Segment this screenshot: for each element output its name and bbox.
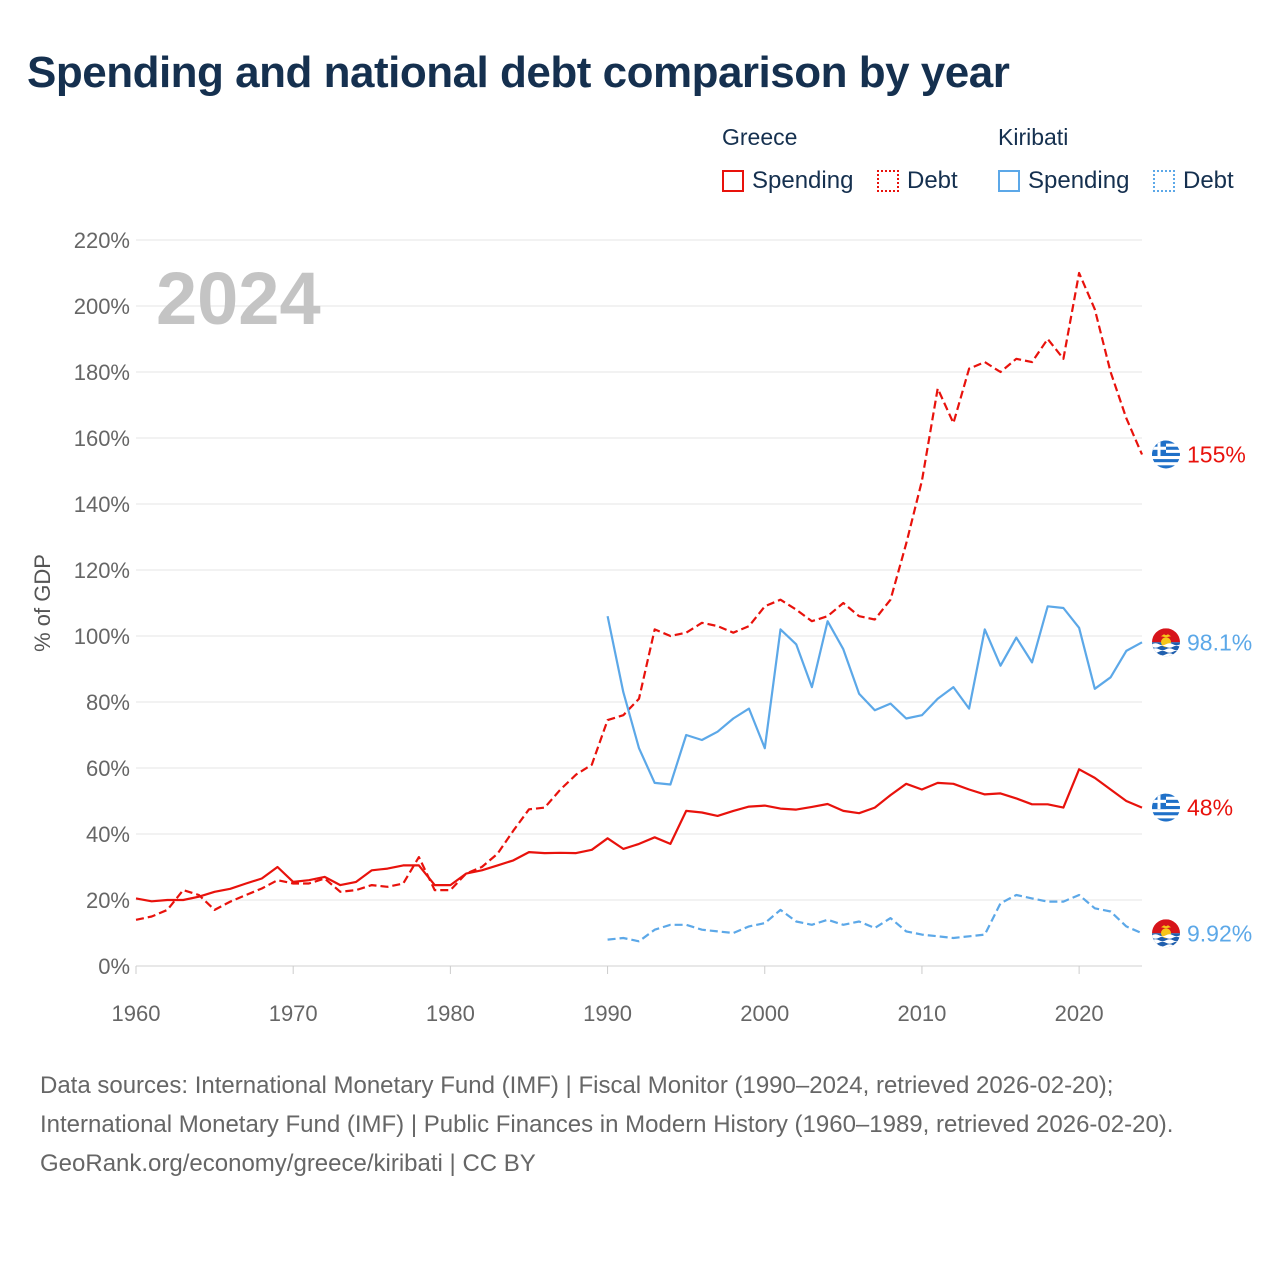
x-tick-label: 1970: [269, 1001, 318, 1026]
series-line-greece-debt: [135, 271, 1144, 921]
year-watermark: 2024: [156, 257, 321, 340]
legend-item-kiribati-debt[interactable]: Debt: [1153, 166, 1234, 196]
footer: Data sources: International Monetary Fun…: [40, 1066, 1240, 1183]
x-tick-label: 2000: [740, 1001, 789, 1026]
legend-item-greece-spending[interactable]: Spending: [722, 166, 853, 196]
y-tick-label: 120%: [74, 558, 130, 583]
y-tick-label: 40%: [86, 822, 130, 847]
legend-label: Spending: [752, 167, 854, 194]
legend-swatch-solid: [722, 170, 744, 192]
y-tick-label: 180%: [74, 360, 130, 385]
y-tick-label: 80%: [86, 690, 130, 715]
end-value-label: 9.92%: [1187, 920, 1252, 946]
legend-swatch-solid: [998, 170, 1020, 192]
kiribati-flag-icon: [1152, 919, 1180, 949]
legend-group-kiribati: Kiribati: [998, 124, 1069, 150]
x-tick-label: 1960: [112, 1001, 161, 1026]
y-tick-label: 20%: [86, 888, 130, 913]
legend-label: Debt: [907, 167, 958, 194]
series-lines: [135, 271, 1144, 943]
end-value-label: 98.1%: [1187, 629, 1252, 655]
line-chart: 0% 20% 40% 60% 80% 100% 120% 140% 160% 180% 200% 22…: [30, 228, 1252, 1026]
legend-label: Debt: [1183, 167, 1234, 194]
x-tick-label: 1980: [426, 1001, 475, 1026]
legend-group-greece: Greece: [722, 124, 798, 150]
legend-item-kiribati-spending[interactable]: Spending: [998, 166, 1129, 196]
chart-title: Spending and national debt comparison by…: [27, 48, 1010, 97]
y-tick-label: 60%: [86, 756, 130, 781]
series-line-greece-spending: [135, 768, 1143, 903]
x-axis-ticks: 1960 1970 1980 1990 2000 2010 2020: [112, 966, 1104, 1026]
end-labels: 48% 155% 98.1% 9.92%: [1152, 441, 1252, 949]
legend-swatch-dotted: [877, 170, 899, 192]
series-line-kiribati-spending: [606, 605, 1143, 786]
gridlines: [136, 239, 1142, 967]
x-tick-label: 2020: [1055, 1001, 1104, 1026]
kiribati-flag-icon: [1152, 628, 1180, 658]
y-tick-label: 160%: [74, 426, 130, 451]
y-tick-label: 220%: [74, 228, 130, 253]
y-tick-label: 100%: [74, 624, 130, 649]
y-axis-label: % of GDP: [30, 554, 55, 652]
y-tick-label: 200%: [74, 294, 130, 319]
y-tick-label: 0%: [98, 954, 130, 979]
legend-swatch-dotted: [1153, 170, 1175, 192]
legend-label: Spending: [1028, 167, 1130, 194]
credit-line[interactable]: GeoRank.org/economy/greece/kiribati | CC…: [40, 1150, 536, 1177]
end-value-label: 155%: [1187, 442, 1246, 468]
legend-item-greece-debt[interactable]: Debt: [877, 166, 958, 196]
x-tick-label: 1990: [583, 1001, 632, 1026]
data-sources: Data sources: International Monetary Fun…: [40, 1072, 1174, 1138]
greece-flag-icon: [1152, 441, 1180, 469]
greece-flag-icon: [1152, 794, 1180, 822]
end-value-label: 48%: [1187, 795, 1233, 821]
x-tick-label: 2010: [897, 1001, 946, 1026]
y-axis-ticks: 0% 20% 40% 60% 80% 100% 120% 140% 160% 180% 200% 22…: [74, 228, 130, 979]
series-line-kiribati-debt: [607, 893, 1143, 943]
y-tick-label: 140%: [74, 492, 130, 517]
